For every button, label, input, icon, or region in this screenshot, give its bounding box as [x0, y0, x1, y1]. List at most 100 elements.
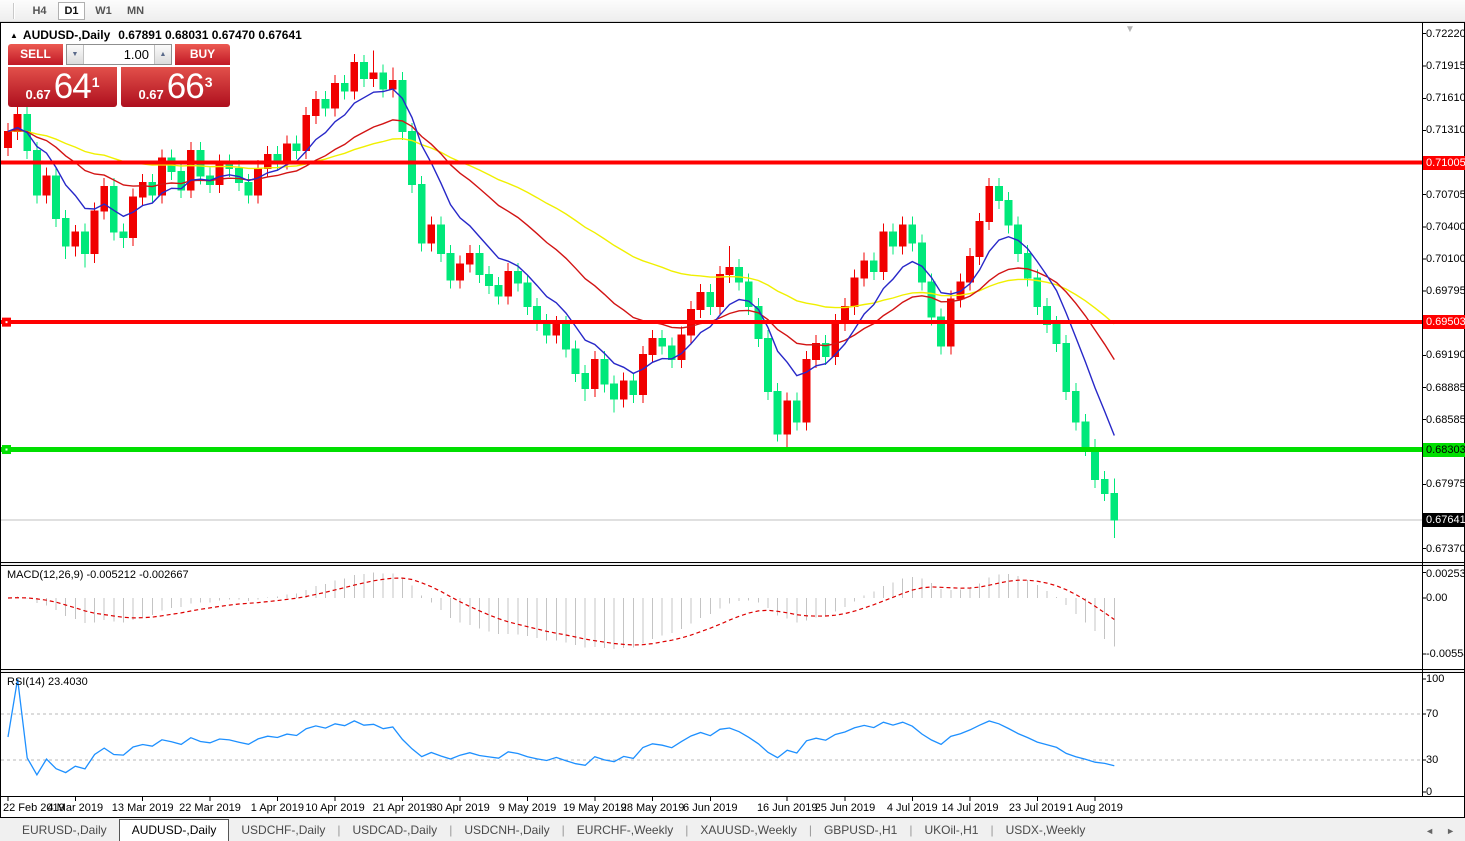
timeframe-toolbar: H4 D1 W1 MN	[0, 0, 1465, 22]
price-tick-0.67641: 0.67641	[1423, 512, 1465, 527]
price-tick-0.67370: 0.67370	[1426, 542, 1465, 555]
tab-usdx-weekly[interactable]: USDX-,Weekly	[1005, 823, 1086, 837]
date-tick-16-jun-2019: 16 Jun 2019	[756, 802, 818, 814]
volume-input[interactable]: 1.00	[123, 47, 149, 62]
buy-price-prefix: 0.67	[138, 87, 164, 102]
date-tick-22-mar-2019: 22 Mar 2019	[179, 802, 241, 814]
tab-scroll-left-icon[interactable]: ◄	[1425, 826, 1435, 836]
date-tick-19-may-2019: 19 May 2019	[563, 802, 627, 814]
volume-decrease-button[interactable]: ▼	[67, 45, 84, 64]
volume-increase-button[interactable]: ▲	[154, 45, 171, 64]
date-tick-9-may-2019: 9 May 2019	[498, 802, 557, 814]
price-tick-0.72220: 0.72220	[1426, 27, 1465, 40]
rsi-tick-30: 30	[1426, 754, 1439, 767]
tab-separator: |	[685, 823, 689, 837]
timeframe-button-mn[interactable]: MN	[126, 4, 145, 17]
tab-usdcnh-daily[interactable]: USDCNH-,Daily	[464, 823, 550, 837]
date-tick-1-apr-2019: 1 Apr 2019	[250, 802, 304, 814]
tab-scroll-arrows: ◄ ►	[1425, 826, 1455, 841]
price-tick-0.71610: 0.71610	[1426, 92, 1465, 105]
date-tick-22-feb-2019: 22 Feb 2019	[3, 802, 65, 814]
date-tick-10-apr-2019: 10 Apr 2019	[305, 802, 365, 814]
date-tick-4-mar-2019: 4 Mar 2019	[47, 802, 104, 814]
tab-gbpusd-h1[interactable]: GBPUSD-,H1	[823, 823, 898, 837]
rsi-tick-0: 0	[1426, 786, 1433, 798]
macd-tick-0.002538: 0.002538	[1426, 568, 1465, 580]
tab-separator: |	[909, 823, 913, 837]
chart-title: ▲ AUDUSD-,Daily 0.67891 0.68031 0.67470 0.…	[10, 28, 302, 42]
date-tick-25-jun-2019: 25 Jun 2019	[814, 802, 876, 814]
price-tick-0.68585: 0.68585	[1426, 413, 1465, 426]
tab-separator: |	[990, 823, 994, 837]
tab-separator: |	[808, 823, 812, 837]
date-tick-28-may-2019: 28 May 2019	[620, 802, 685, 814]
price-tick-0.67975: 0.67975	[1426, 478, 1465, 491]
price-tick-0.71005: 0.71005	[1423, 155, 1465, 170]
toolbar-grip	[13, 2, 15, 19]
date-tick-1-aug-2019: 1 Aug 2019	[1067, 802, 1123, 814]
rsi-indicator-label: RSI(14) 23.4030	[7, 676, 88, 688]
rsi-tick-100: 100	[1426, 673, 1445, 685]
tab-eurchf-weekly[interactable]: EURCHF-,Weekly	[576, 823, 674, 837]
symbol-tab-bar: EURUSD-,Daily AUDUSD-,Daily USDCHF-,Daily |…	[0, 818, 1465, 841]
sell-price-pipette: 1	[91, 74, 100, 90]
sell-price-big: 64	[53, 67, 92, 106]
price-tick-0.70400: 0.70400	[1426, 220, 1465, 233]
sell-price-button[interactable]: 0.67 64 1	[8, 67, 117, 107]
date-tick-21-apr-2019: 21 Apr 2019	[372, 802, 433, 814]
macd-indicator-label: MACD(12,26,9) -0.005212 -0.002667	[7, 569, 189, 581]
timeframe-button-h4[interactable]: H4	[32, 4, 47, 17]
volume-group: ▼ 1.00 ▲	[66, 44, 172, 65]
ma-8	[7, 88, 1115, 436]
price-chart-canvas[interactable]	[1, 23, 1465, 817]
buy-button[interactable]: BUY	[175, 44, 230, 65]
date-tick-14-jul-2019: 14 Jul 2019	[941, 802, 999, 814]
rsi-line	[7, 678, 1115, 777]
tab-separator: |	[449, 823, 453, 837]
tab-audusd-daily[interactable]: AUDUSD-,Daily	[118, 819, 230, 841]
price-tick-0.69503: 0.69503	[1423, 315, 1465, 330]
date-tick-4-jul-2019: 4 Jul 2019	[886, 802, 938, 814]
macd-histogram	[17, 572, 1115, 649]
tab-scroll-right-icon[interactable]: ►	[1446, 826, 1455, 836]
price-tick-0.71915: 0.71915	[1426, 60, 1465, 73]
price-tick-0.69190: 0.69190	[1426, 349, 1465, 362]
ohlc-values: 0.67891 0.68031 0.67470 0.67641	[118, 28, 302, 42]
timeframe-button-w1[interactable]: W1	[95, 4, 112, 17]
sell-price-prefix: 0.67	[25, 87, 51, 102]
ma-48	[7, 129, 1115, 325]
buy-price-pipette: 3	[204, 74, 213, 90]
price-tick-0.71310: 0.71310	[1426, 124, 1465, 137]
collapse-triangle-icon[interactable]: ▲	[10, 31, 18, 40]
buy-price-big: 66	[166, 67, 205, 106]
price-tick-0.70100: 0.70100	[1426, 252, 1465, 265]
candles-layer	[4, 50, 1119, 538]
symbol-period-label: AUDUSD-,Daily	[22, 28, 111, 42]
timeframe-button-d1[interactable]: D1	[58, 1, 85, 20]
price-tick-0.68885: 0.68885	[1426, 381, 1465, 394]
price-tick-0.69795: 0.69795	[1426, 285, 1465, 298]
macd-tick--0.005581: -0.005581	[1426, 647, 1465, 660]
rsi-tick-70: 70	[1426, 707, 1439, 720]
tab-separator: |	[561, 823, 565, 837]
macd-tick-0.00: 0.00	[1426, 592, 1448, 604]
macd-signal-line	[7, 577, 1115, 646]
date-tick-6-jun-2019: 6 Jun 2019	[683, 802, 738, 814]
scroll-to-end-icon[interactable]: ▼	[1125, 24, 1135, 35]
tab-xauusd-weekly[interactable]: XAUUSD-,Weekly	[700, 823, 797, 837]
price-tick-0.70705: 0.70705	[1426, 188, 1465, 201]
tab-usdchf-daily[interactable]: USDCHF-,Daily	[241, 823, 326, 837]
sell-button[interactable]: SELL	[8, 44, 63, 65]
date-tick-30-apr-2019: 30 Apr 2019	[430, 802, 490, 814]
one-click-trade-panel: SELL ▼ 1.00 ▲ BUY 0.67 64 1 0.67 66 3	[8, 44, 230, 107]
buy-price-button[interactable]: 0.67 66 3	[121, 67, 230, 107]
tab-usdcad-daily[interactable]: USDCAD-,Daily	[352, 823, 438, 837]
date-tick-23-jul-2019: 23 Jul 2019	[1008, 802, 1066, 814]
tab-ukoil-h1[interactable]: UKOil-,H1	[924, 823, 979, 837]
price-tick-0.68303: 0.68303	[1423, 442, 1465, 457]
tab-eurusd-daily[interactable]: EURUSD-,Daily	[22, 823, 107, 837]
tab-separator: |	[337, 823, 341, 837]
chart-window[interactable]: ▲ AUDUSD-,Daily 0.67891 0.68031 0.67470 0.…	[0, 22, 1465, 818]
date-tick-13-mar-2019: 13 Mar 2019	[111, 802, 174, 814]
